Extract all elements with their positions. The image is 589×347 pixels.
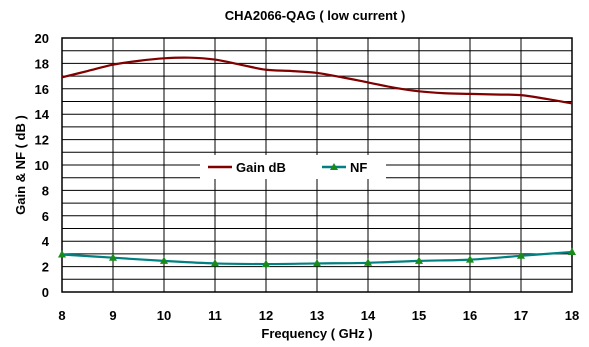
y-tick-label: 6 — [42, 209, 49, 224]
series-layer — [58, 56, 576, 268]
legend-label-nf: NF — [350, 160, 367, 175]
x-tick-labels: 8 9 10 11 12 13 14 15 16 17 18 — [58, 308, 579, 323]
x-tick-label: 11 — [208, 308, 222, 323]
y-tick-label: 12 — [35, 133, 49, 148]
y-tick-label: 20 — [35, 31, 49, 46]
x-tick-label: 15 — [412, 308, 426, 323]
nf-data-point — [517, 251, 525, 259]
y-tick-labels: 0 2 4 6 8 10 12 14 16 18 20 — [35, 31, 50, 300]
nf-data-point — [313, 258, 321, 267]
nf-data-point — [568, 247, 576, 255]
nf-data-point — [262, 259, 270, 268]
plot-area-frame — [61, 37, 573, 293]
x-tick-label: 16 — [463, 308, 477, 323]
x-tick-label: 8 — [58, 308, 65, 323]
y-tick-label: 8 — [42, 183, 49, 198]
legend-marker-nf — [330, 163, 338, 170]
y-axis-label: Gain & NF ( dB ) — [13, 115, 28, 215]
nf-data-point — [109, 253, 117, 261]
x-tick-label: 12 — [259, 308, 273, 323]
chart-title: CHA2066-QAG ( low current ) — [225, 8, 406, 23]
x-tick-label: 14 — [361, 308, 376, 323]
y-tick-label: 14 — [35, 107, 50, 122]
y-tick-label: 18 — [35, 56, 49, 71]
y-tick-label: 2 — [42, 260, 49, 275]
nf-data-point — [160, 256, 168, 264]
nf-data-point — [211, 258, 219, 267]
y-tick-label: 0 — [42, 285, 49, 300]
x-tick-label: 13 — [310, 308, 324, 323]
nf-data-point — [466, 255, 474, 263]
legend-label-gain: Gain dB — [236, 160, 286, 175]
x-tick-label: 18 — [565, 308, 579, 323]
nf-data-point — [364, 258, 372, 266]
y-tick-label: 10 — [35, 158, 49, 173]
y-tick-label: 16 — [35, 82, 49, 97]
x-axis-label: Frequency ( GHz ) — [261, 326, 372, 341]
legend: Gain dB NF — [200, 155, 386, 179]
series-line-gain — [61, 56, 573, 105]
x-tick-label: 9 — [109, 308, 116, 323]
x-tick-label: 10 — [157, 308, 171, 323]
y-tick-label: 4 — [42, 234, 50, 249]
x-tick-label: 17 — [514, 308, 528, 323]
nf-data-point — [415, 256, 423, 264]
nf-data-point — [58, 250, 66, 258]
